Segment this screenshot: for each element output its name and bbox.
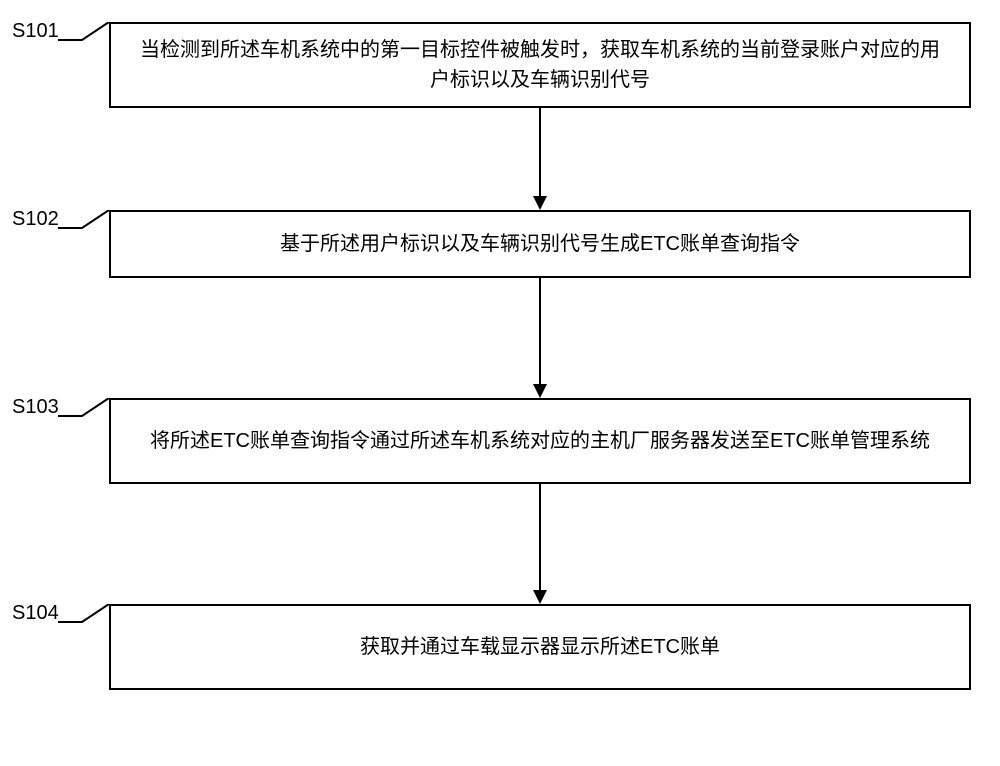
flowchart-canvas: S101 当检测到所述车机系统中的第一目标控件被触发时，获取车机系统的当前登录账…: [0, 0, 1000, 766]
step-text-s102: 基于所述用户标识以及车辆识别代号生成ETC账单查询指令: [280, 229, 800, 259]
step-box-s104: 获取并通过车载显示器显示所述ETC账单: [109, 604, 971, 690]
arrow-2-head: [533, 384, 547, 398]
arrow-3-head: [533, 590, 547, 604]
step-label-s101: S101: [12, 20, 59, 43]
label-connector-s101: [58, 22, 110, 44]
step-text-s104: 获取并通过车载显示器显示所述ETC账单: [360, 632, 720, 662]
step-label-s104: S104: [12, 602, 59, 625]
step-text-s103: 将所述ETC账单查询指令通过所述车机系统对应的主机厂服务器发送至ETC账单管理系…: [150, 426, 930, 456]
arrow-1-line: [539, 108, 541, 196]
label-connector-s102: [58, 210, 110, 232]
arrow-2-line: [539, 278, 541, 384]
arrow-1-head: [533, 196, 547, 210]
step-box-s103: 将所述ETC账单查询指令通过所述车机系统对应的主机厂服务器发送至ETC账单管理系…: [109, 398, 971, 484]
step-box-s102: 基于所述用户标识以及车辆识别代号生成ETC账单查询指令: [109, 210, 971, 278]
step-box-s101: 当检测到所述车机系统中的第一目标控件被触发时，获取车机系统的当前登录账户对应的用…: [109, 22, 971, 108]
step-label-s103: S103: [12, 396, 59, 419]
label-connector-s104: [58, 604, 110, 626]
step-text-s101: 当检测到所述车机系统中的第一目标控件被触发时，获取车机系统的当前登录账户对应的用…: [131, 35, 949, 95]
label-connector-s103: [58, 398, 110, 420]
arrow-3-line: [539, 484, 541, 590]
step-label-s102: S102: [12, 208, 59, 231]
